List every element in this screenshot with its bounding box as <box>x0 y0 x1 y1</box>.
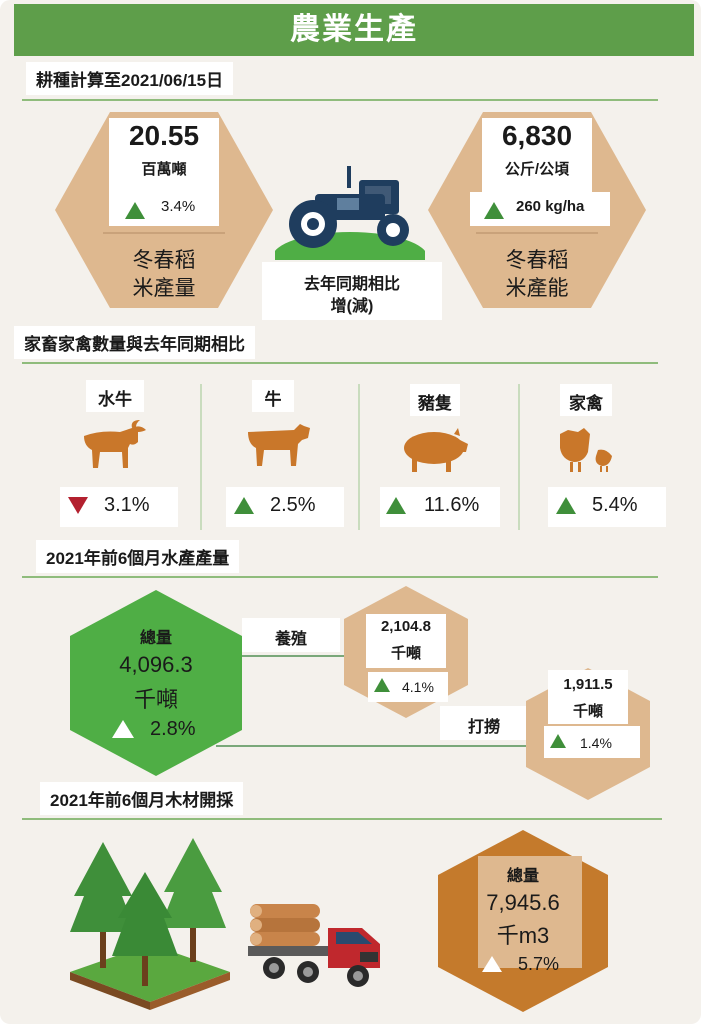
livestock-change-buffalo: 3.1% <box>104 494 150 516</box>
livestock-name-poultry: 家禽 <box>569 394 603 413</box>
section-divider <box>22 362 658 364</box>
timber-total-hexagon: 總量 7,945.6 千m3 5.7% <box>438 830 608 1012</box>
livestock-name-pig: 豬隻 <box>418 394 452 413</box>
section-divider <box>22 818 662 820</box>
up-arrow-icon <box>482 956 502 972</box>
timber-section-title: 2021年前6個月木材開採 <box>40 782 244 815</box>
animal-name-box <box>410 384 460 416</box>
rice-output-unit: 百萬噸 <box>141 161 187 178</box>
comparison-caption-2: 增(減) <box>330 298 374 315</box>
up-arrow-icon <box>386 497 406 514</box>
category-label-box <box>242 618 340 652</box>
animal-name-box <box>252 380 294 412</box>
rice-yield-value: 6,830 <box>501 120 573 151</box>
timber-total-value: 7,945.6 <box>486 890 560 915</box>
forest-icon <box>70 838 230 1010</box>
livestock-section-title: 家畜家禽數量與去年同期相比 <box>14 326 255 359</box>
livestock-change-pig: 11.6% <box>424 494 480 516</box>
label-area <box>115 240 213 304</box>
column-divider <box>200 384 202 530</box>
value-box <box>548 670 628 724</box>
up-arrow-icon <box>550 734 566 748</box>
aquatic-fishing-unit: 千噸 <box>572 703 603 720</box>
up-arrow-icon <box>234 497 254 514</box>
animal-name-box <box>86 380 144 412</box>
comparison-caption-1: 去年同期相比 <box>303 276 400 293</box>
rice-yield-hexagon: 6,830 公斤/公頃 260 kg/ha 冬春稻 米產能 <box>428 112 646 308</box>
rice-yield-change: 260 kg/ha <box>516 198 585 215</box>
livestock-change-cow: 2.5% <box>270 494 316 516</box>
rice-output-label-1: 冬春稻 <box>132 249 196 272</box>
aquatic-farming-label: 養殖 <box>274 631 307 648</box>
livestock-name-buffalo: 水牛 <box>98 390 132 409</box>
up-arrow-icon <box>484 202 504 219</box>
value-panel <box>478 856 582 968</box>
value-box <box>366 614 446 668</box>
buffalo-icon <box>84 420 146 468</box>
aquatic-total-change: 2.8% <box>150 718 196 740</box>
up-arrow-icon <box>556 497 576 514</box>
cow-icon <box>248 424 310 466</box>
livestock-change-poultry: 5.4% <box>592 494 638 516</box>
aquatic-farming-unit: 千噸 <box>390 645 421 662</box>
hex-divider <box>103 232 225 234</box>
logging-truck-icon <box>248 904 380 987</box>
tractor-icon <box>275 150 425 260</box>
rice-yield-label-2: 米產能 <box>505 277 569 300</box>
rice-output-hexagon: 20.55 百萬噸 3.4% 冬春稻 米產量 <box>55 112 273 308</box>
column-divider <box>358 384 360 530</box>
aquatic-total-label: 總量 <box>139 630 172 647</box>
column-divider <box>518 384 520 530</box>
section-divider <box>22 99 658 101</box>
caption-box <box>262 262 442 320</box>
value-box <box>109 118 219 196</box>
section-divider <box>22 576 658 578</box>
connector-line <box>220 655 355 657</box>
rice-yield-unit: 公斤/公頃 <box>504 161 570 178</box>
down-arrow-icon <box>68 497 88 514</box>
up-arrow-icon <box>112 720 134 738</box>
livestock-name-cow: 牛 <box>264 390 282 409</box>
rice-output-value: 20.55 <box>128 120 200 151</box>
aquatic-farming-value: 2,104.8 <box>380 618 432 635</box>
pig-icon <box>404 428 468 472</box>
rice-output-change: 3.4% <box>161 198 196 215</box>
rice-yield-label-1: 冬春稻 <box>505 249 569 272</box>
value-box <box>482 118 592 196</box>
aquatic-fishing-change: 1.4% <box>580 735 612 751</box>
timber-total-unit: 千m3 <box>496 923 550 948</box>
connector-line <box>216 745 531 747</box>
aquatic-farming-hexagon: 2,104.8 千噸 4.1% <box>344 586 468 718</box>
aquatic-fishing-value: 1,911.5 <box>563 676 613 693</box>
aquatic-fishing-hexagon: 1,911.5 千噸 1.4% <box>526 668 650 800</box>
hex-divider <box>476 232 598 234</box>
up-arrow-icon <box>374 678 390 692</box>
up-arrow-icon <box>125 202 145 219</box>
aquatic-total-unit: 千噸 <box>133 687 178 712</box>
timber-total-change: 5.7% <box>518 954 560 974</box>
poultry-icon <box>560 428 612 472</box>
aquatic-section-title: 2021年前6個月水產產量 <box>36 540 240 573</box>
aquatic-total-value: 4,096.3 <box>119 652 193 677</box>
category-label-box <box>440 706 528 740</box>
rice-output-label-2: 米產量 <box>132 277 196 300</box>
crop-section-title: 耕種計算至2021/06/15日 <box>26 62 234 95</box>
timber-total-label: 總量 <box>506 868 539 885</box>
aquatic-fishing-label: 打撈 <box>467 719 500 736</box>
aquatic-total-hexagon: 總量 4,096.3 千噸 2.8% <box>70 590 242 776</box>
aquatic-farming-change: 4.1% <box>402 679 434 695</box>
animal-name-box <box>560 384 612 416</box>
page-header: 農業生產 <box>14 4 694 56</box>
